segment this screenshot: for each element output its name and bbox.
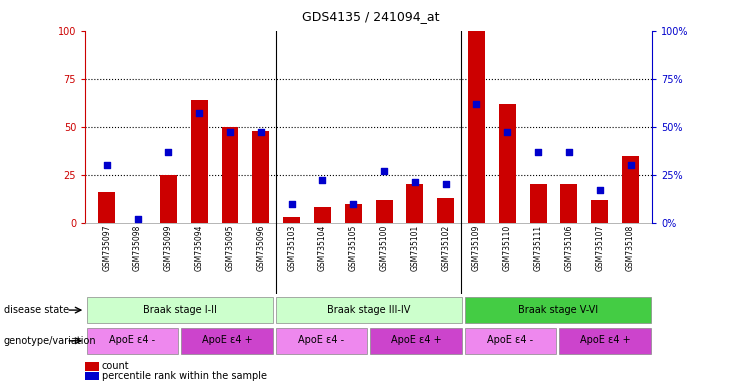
- Text: GSM735098: GSM735098: [133, 225, 142, 271]
- Point: [563, 149, 575, 155]
- Bar: [190, 100, 207, 223]
- Bar: [465, 297, 651, 323]
- Point: [471, 101, 482, 107]
- Text: GSM735095: GSM735095: [225, 225, 234, 271]
- Text: ApoE ε4 +: ApoE ε4 +: [391, 335, 441, 345]
- Bar: [314, 207, 331, 223]
- Text: Braak stage III-IV: Braak stage III-IV: [327, 305, 411, 314]
- Point: [532, 149, 544, 155]
- Bar: [276, 328, 367, 354]
- Bar: [87, 328, 178, 354]
- Text: GSM735100: GSM735100: [379, 225, 388, 271]
- Bar: [559, 328, 651, 354]
- Bar: [253, 131, 269, 223]
- Bar: [499, 104, 516, 223]
- Point: [409, 179, 421, 185]
- Text: ApoE ε4 -: ApoE ε4 -: [299, 335, 345, 345]
- Bar: [465, 328, 556, 354]
- Text: GSM735106: GSM735106: [565, 225, 574, 271]
- Bar: [87, 297, 273, 323]
- Text: ApoE ε4 -: ApoE ε4 -: [110, 335, 156, 345]
- Point: [255, 129, 267, 136]
- Text: GSM735094: GSM735094: [195, 225, 204, 271]
- Point: [348, 200, 359, 207]
- Text: GSM735096: GSM735096: [256, 225, 265, 271]
- Point: [224, 129, 236, 136]
- Bar: [182, 328, 273, 354]
- Text: ApoE ε4 -: ApoE ε4 -: [488, 335, 534, 345]
- Text: Braak stage V-VI: Braak stage V-VI: [517, 305, 598, 314]
- Point: [625, 162, 637, 168]
- Point: [286, 200, 298, 207]
- Text: disease state: disease state: [4, 305, 69, 315]
- Text: ApoE ε4 +: ApoE ε4 +: [202, 335, 252, 345]
- Bar: [99, 192, 116, 223]
- Point: [316, 177, 328, 184]
- Bar: [406, 184, 423, 223]
- Text: GSM735097: GSM735097: [102, 225, 111, 271]
- Text: GSM735104: GSM735104: [318, 225, 327, 271]
- Bar: [591, 200, 608, 223]
- Point: [162, 149, 174, 155]
- Bar: [283, 217, 300, 223]
- Point: [594, 187, 605, 193]
- Bar: [345, 204, 362, 223]
- Bar: [376, 200, 393, 223]
- Text: count: count: [102, 361, 129, 371]
- Point: [502, 129, 514, 136]
- Text: GSM735107: GSM735107: [595, 225, 604, 271]
- Bar: [222, 127, 239, 223]
- Bar: [437, 198, 454, 223]
- Point: [193, 110, 205, 116]
- Text: GSM735109: GSM735109: [472, 225, 481, 271]
- Bar: [370, 328, 462, 354]
- Bar: [622, 156, 639, 223]
- Point: [439, 181, 451, 187]
- Bar: [276, 297, 462, 323]
- Text: GSM735111: GSM735111: [534, 225, 542, 271]
- Text: GSM735099: GSM735099: [164, 225, 173, 271]
- Bar: [160, 175, 177, 223]
- Text: GDS4135 / 241094_at: GDS4135 / 241094_at: [302, 10, 439, 23]
- Text: percentile rank within the sample: percentile rank within the sample: [102, 371, 267, 381]
- Text: ApoE ε4 +: ApoE ε4 +: [579, 335, 630, 345]
- Bar: [468, 31, 485, 223]
- Text: GSM735108: GSM735108: [626, 225, 635, 271]
- Bar: [560, 184, 577, 223]
- Point: [378, 168, 390, 174]
- Point: [101, 162, 113, 168]
- Bar: [530, 184, 547, 223]
- Text: GSM735101: GSM735101: [411, 225, 419, 271]
- Point: [132, 216, 144, 222]
- Text: genotype/variation: genotype/variation: [4, 336, 96, 346]
- Text: Braak stage I-II: Braak stage I-II: [143, 305, 216, 314]
- Text: GSM735102: GSM735102: [441, 225, 451, 271]
- Text: GSM735103: GSM735103: [287, 225, 296, 271]
- Text: GSM735105: GSM735105: [349, 225, 358, 271]
- Text: GSM735110: GSM735110: [503, 225, 512, 271]
